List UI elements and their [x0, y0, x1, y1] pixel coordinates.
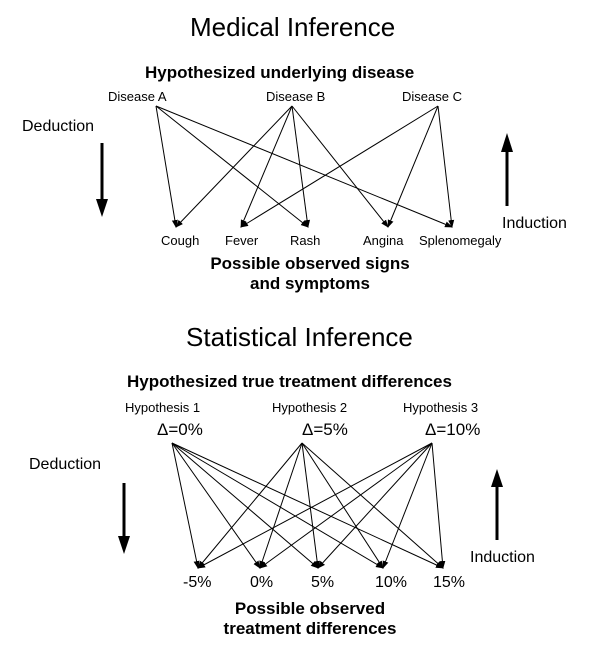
statistical-title: Statistical Inference [186, 322, 413, 352]
edge-hypothesis-1-to-outcome-3 [171, 442, 319, 569]
edge-hypothesis-2-to-outcome-5 [301, 442, 444, 569]
outcome-minus5-label: -5% [183, 574, 212, 591]
medical-observed-label: Possible observed signs and symptoms [170, 254, 450, 295]
medical-title: Medical Inference [190, 12, 396, 42]
edge-disease-c-to-angina [387, 105, 439, 228]
edge-hypothesis-3-to-outcome-2 [259, 442, 433, 569]
hypothesis-2-label: Hypothesis 2 [272, 400, 348, 415]
symptom-rash-label: Rash [290, 233, 321, 248]
hypothesis-1-label: Hypothesis 1 [125, 400, 201, 415]
edge-hypothesis-2-to-outcome-2 [259, 442, 303, 569]
medical-hypotheses-label: Hypothesized underlying disease [145, 63, 415, 82]
medical-deduction-label: Deduction [22, 118, 95, 135]
outcome-10-label: 10% [375, 574, 408, 591]
statistical-deduction-arrow [118, 483, 130, 554]
edge-disease-a-to-cough [155, 105, 178, 228]
medical-observed-line1: Possible observed signs [210, 254, 410, 273]
delta-1-label: Δ=0% [157, 420, 203, 439]
statistical-deduction-label: Deduction [29, 456, 102, 473]
outcome-15-label: 15% [433, 574, 466, 591]
symptom-cough-label: Cough [161, 233, 200, 248]
disease-a-label: Disease A [108, 89, 167, 104]
edge-disease-b-to-cough [175, 105, 293, 228]
medical-observed-line2: and symptoms [250, 274, 370, 294]
statistical-observed-label: Possible observed treatment differences [170, 599, 450, 640]
edge-hypothesis-1-to-outcome-2 [171, 442, 261, 569]
edge-hypothesis-2-to-outcome-3 [301, 442, 321, 569]
statistical-induction-arrow [491, 469, 503, 540]
edge-disease-c-to-fever [240, 105, 439, 228]
edge-disease-b-to-fever [240, 105, 293, 228]
symptom-angina-label: Angina [363, 233, 404, 248]
delta-2-label: Δ=5% [302, 420, 348, 439]
edge-disease-b-to-rash [291, 105, 311, 228]
edge-hypothesis-1-to-outcome-4 [171, 442, 384, 569]
hypothesis-3-label: Hypothesis 3 [403, 400, 479, 415]
disease-b-label: Disease B [266, 89, 326, 104]
edge-hypothesis-2-to-outcome-4 [301, 442, 384, 569]
edge-disease-a-to-rash [155, 105, 309, 228]
edge-hypothesis-3-to-outcome-1 [197, 442, 433, 569]
statistical-observed-line2: treatment differences [223, 619, 397, 639]
medical-deduction-arrow [96, 143, 108, 217]
disease-c-label: Disease C [402, 89, 462, 104]
delta-3-label: Δ=10% [425, 420, 481, 439]
symptom-splenomegaly-label: Splenomegaly [419, 233, 502, 248]
statistical-observed-line1: Possible observed [234, 599, 386, 618]
edge-disease-c-to-splenomegaly [437, 105, 455, 228]
edge-disease-a-to-splenomegaly [155, 105, 453, 228]
outcome-5-label: 5% [311, 574, 335, 591]
symptom-fever-label: Fever [225, 233, 259, 248]
medical-induction-label: Induction [502, 215, 567, 232]
outcome-0-label: 0% [250, 574, 274, 591]
edge-hypothesis-3-to-outcome-3 [317, 442, 433, 569]
edge-hypothesis-1-to-outcome-5 [171, 442, 444, 569]
statistical-induction-label: Induction [470, 549, 535, 566]
edge-hypothesis-3-to-outcome-5 [431, 442, 446, 569]
edge-hypothesis-2-to-outcome-1 [197, 442, 303, 569]
statistical-hypotheses-label: Hypothesized true treatment differences [127, 372, 452, 391]
edge-hypothesis-1-to-outcome-1 [171, 442, 200, 569]
edge-hypothesis-3-to-outcome-4 [382, 442, 433, 569]
medical-induction-arrow [501, 133, 513, 206]
